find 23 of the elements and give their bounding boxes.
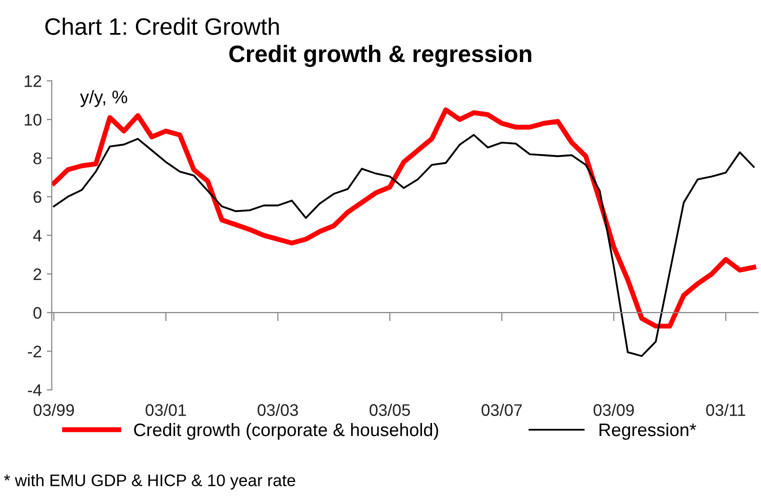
y-tick-label: -4 <box>28 384 42 396</box>
legend-label: Credit growth (corporate & household) <box>134 422 438 440</box>
y-tick-label: -2 <box>28 346 42 358</box>
y-tick-label: 12 <box>24 75 42 87</box>
text: * with EMU GDP & HICP & 10 year rate <box>4 474 296 490</box>
chart-subtitle: Chart 1: Credit Growth <box>45 18 279 35</box>
y-tick-label: 4 <box>33 230 42 242</box>
x-tick-label: 03/07 <box>482 404 522 416</box>
x-tick-label: 03/09 <box>594 404 634 416</box>
y-tick-label: 6 <box>34 191 42 203</box>
y-tick-label: 10 <box>24 114 42 126</box>
y-tick-label: 8 <box>33 152 42 164</box>
y-tick-label: 2 <box>34 268 42 280</box>
y-axis-title: y/y, % <box>80 90 128 107</box>
x-tick-label: 03/99 <box>34 404 74 416</box>
legend-label: Regression* <box>600 422 696 440</box>
x-tick-label: 03/11 <box>706 404 746 416</box>
y-tick-label: 0 <box>33 307 42 319</box>
x-tick-label: 03/05 <box>370 404 410 416</box>
x-tick-label: 03/01 <box>146 404 186 416</box>
chart-title: Credit growth & regression <box>229 44 532 68</box>
x-tick-label: 03/03 <box>258 404 298 416</box>
line-series <box>52 134 755 357</box>
